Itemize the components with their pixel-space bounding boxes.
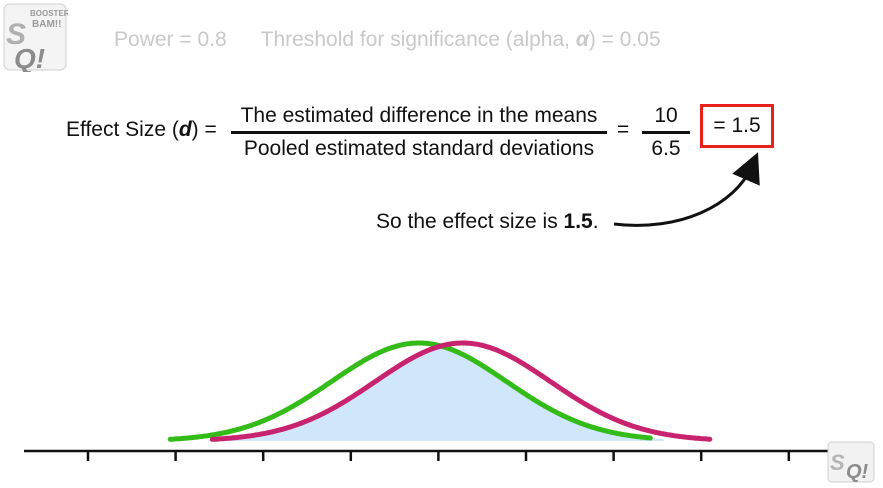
- header-parameters: Power = 0.8 Threshold for significance (a…: [114, 28, 661, 52]
- statquest-logo: BOOSTER BAM!! S Q!: [3, 3, 68, 72]
- logo-main-text: Q!: [14, 43, 45, 72]
- main-fraction-bar: [231, 131, 607, 134]
- equals-sign: =: [617, 118, 630, 141]
- result-text: = 1.5: [713, 114, 761, 137]
- result-box: = 1.5: [700, 104, 774, 148]
- d-variable: d: [178, 118, 192, 141]
- caption: So the effect size is 1.5.: [376, 210, 599, 233]
- power-text: Power = 0.8: [114, 28, 227, 51]
- x-axis-ticks: [86, 451, 791, 461]
- main-fraction: The estimated difference in the means Po…: [231, 104, 607, 161]
- overlap-area: [208, 346, 665, 441]
- value-numerator: 10: [654, 104, 678, 127]
- statquest-small-logo: S Q!: [827, 441, 875, 483]
- value-denominator: 6.5: [651, 137, 681, 160]
- pointer-arrow: [613, 152, 760, 227]
- effect-size-label: Effect Size (d) =: [66, 118, 217, 141]
- alpha-symbol: α: [575, 28, 589, 51]
- threshold-prefix: Threshold for significance (alpha,: [260, 28, 576, 51]
- logo-top-text: BOOSTER: [30, 9, 68, 18]
- magenta-distribution-curve: [209, 340, 713, 442]
- threshold-suffix: ) = 0.05: [588, 28, 661, 51]
- svg-text:Q!: Q!: [846, 461, 869, 483]
- caption-value: 1.5: [563, 210, 593, 233]
- svg-text:S: S: [830, 450, 845, 475]
- main-denominator: Pooled estimated standard deviations: [243, 137, 595, 160]
- logo-s-letter: S: [6, 18, 26, 51]
- main-numerator: The estimated difference in the means: [240, 104, 598, 127]
- logo-mid-text: BAM!!: [32, 19, 61, 30]
- value-fraction-bar: [642, 131, 690, 134]
- green-distribution-curve: [167, 340, 653, 442]
- value-fraction: 10 6.5: [642, 104, 690, 161]
